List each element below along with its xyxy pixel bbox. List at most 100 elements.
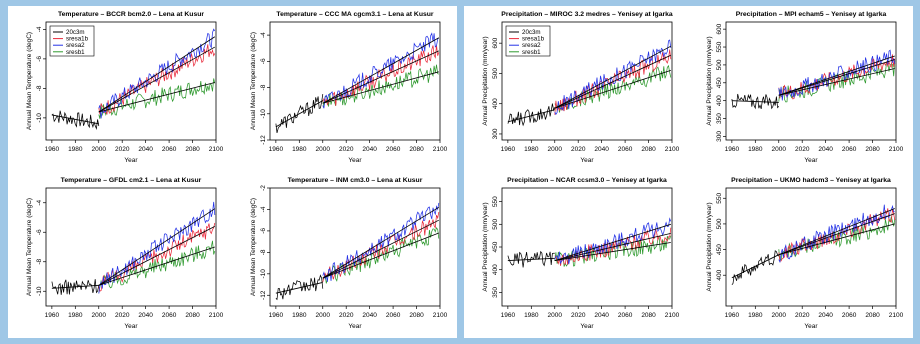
x-tick-label: 2020 <box>115 146 130 153</box>
x-tick-label: 2060 <box>386 312 401 319</box>
series-20c3m <box>275 274 324 301</box>
y-tick-label: 450 <box>492 241 499 252</box>
y-tick-label: 400 <box>716 95 723 106</box>
x-tick-label: 2080 <box>409 146 424 153</box>
x-tick-label: 1980 <box>68 312 83 319</box>
x-tick-label: 1960 <box>501 146 516 153</box>
chart-3: Temperature – GFDL cm2.1 – Lena at Kusur… <box>26 177 224 330</box>
x-tick-label: 2020 <box>795 146 810 153</box>
x-tick-label: 1960 <box>269 312 284 319</box>
x-tick-label: 2040 <box>362 146 377 153</box>
x-tick-label: 1980 <box>524 312 539 319</box>
trend-sresa2 <box>98 36 216 113</box>
trend-20c3m <box>51 114 99 125</box>
y-tick-label: 300 <box>716 131 723 142</box>
chart-5: Precipitation – MIROC 3.2 medres – Yenis… <box>482 11 680 164</box>
y-tick-label: -10 <box>36 113 43 123</box>
x-tick-label: 1980 <box>748 146 763 153</box>
x-tick-label: 1980 <box>68 146 83 153</box>
x-axis-label: Year <box>804 323 818 330</box>
plot-area <box>501 21 673 141</box>
x-tick-label: 2080 <box>865 146 880 153</box>
y-tick-label: -12 <box>260 135 267 145</box>
x-tick-label: 2040 <box>138 312 153 319</box>
y-tick-label: 450 <box>716 244 723 255</box>
y-tick-label: 500 <box>492 219 499 230</box>
series-20c3m <box>507 103 556 127</box>
y-tick-label: 350 <box>716 113 723 124</box>
x-tick-label: 2000 <box>92 146 107 153</box>
chart-title: Precipitation – UKMO hadcm3 – Yenisey at… <box>731 177 891 184</box>
x-axis-label: Year <box>580 157 594 164</box>
y-tick-label: -4 <box>260 32 267 38</box>
series-20c3m <box>51 279 100 295</box>
trend-sresa2 <box>554 223 671 261</box>
x-tick-label: 2060 <box>618 146 633 153</box>
x-tick-label: 1980 <box>524 146 539 153</box>
series-sresa2 <box>98 28 216 119</box>
x-tick-label: 2040 <box>594 146 609 153</box>
series-sresa2 <box>322 32 440 109</box>
x-axis-label: Year <box>348 157 362 164</box>
series-20c3m <box>507 250 555 268</box>
trend-sresa2 <box>778 208 895 256</box>
x-axis-label: Year <box>804 157 818 164</box>
x-tick-label: 1980 <box>292 312 307 319</box>
x-axis-label: Year <box>580 323 594 330</box>
trend-sresa2 <box>98 208 216 286</box>
x-tick-label: 2000 <box>92 312 107 319</box>
x-tick-label: 2020 <box>115 312 130 319</box>
trend-sresa1b <box>778 59 895 96</box>
chart-title: Precipitation – MPI echam5 – Yenisey at … <box>736 11 887 18</box>
series-sresa2 <box>554 217 672 265</box>
y-tick-label: -4 <box>260 206 267 212</box>
x-tick-label: 2040 <box>818 146 833 153</box>
legend-label: sresb1 <box>66 49 85 56</box>
y-tick-label: -8 <box>260 84 267 90</box>
trend-20c3m <box>507 109 555 123</box>
precipitation-panel: Precipitation – MIROC 3.2 medres – Yenis… <box>464 6 913 338</box>
plot-area <box>45 21 217 141</box>
y-tick-label: -6 <box>36 229 43 235</box>
y-tick-label: 550 <box>492 196 499 207</box>
series-sresb1 <box>98 78 216 119</box>
y-tick-label: -8 <box>260 249 267 255</box>
y-axis-label: Annual Precipitation (mm/year) <box>482 202 489 291</box>
chart-8: Precipitation – UKMO hadcm3 – Yenisey at… <box>706 177 904 330</box>
plot-area <box>269 21 441 141</box>
plot-area <box>45 187 217 307</box>
trend-20c3m <box>507 257 555 262</box>
trend-sresb1 <box>778 68 895 96</box>
series-sresb1 <box>778 216 896 262</box>
chart-7: Precipitation – NCAR ccsm3.0 – Yenisey a… <box>482 177 680 330</box>
y-tick-label: 300 <box>492 128 499 139</box>
chart-title: Temperature – CCC MA cgcm3.1 – Lena at K… <box>276 11 433 18</box>
x-tick-label: 2020 <box>339 146 354 153</box>
plot-area <box>725 21 897 141</box>
x-tick-label: 2000 <box>316 312 331 319</box>
x-tick-label: 2040 <box>818 312 833 319</box>
y-axis-label: Annual Precipitation (mm/year) <box>482 36 489 125</box>
precipitation-charts: Precipitation – MIROC 3.2 medres – Yenis… <box>482 11 904 330</box>
y-tick-label: -10 <box>260 109 267 119</box>
x-tick-label: 2000 <box>772 312 787 319</box>
x-tick-label: 2000 <box>548 146 563 153</box>
x-tick-label: 2000 <box>316 146 331 153</box>
x-tick-label: 2100 <box>209 312 224 319</box>
x-tick-label: 2020 <box>795 312 810 319</box>
x-tick-label: 2080 <box>641 312 656 319</box>
legend-label: 20c3m <box>522 29 541 36</box>
y-tick-label: -8 <box>36 85 43 91</box>
x-tick-label: 2080 <box>865 312 880 319</box>
x-tick-label: 2020 <box>339 312 354 319</box>
y-tick-label: -4 <box>36 199 43 205</box>
x-tick-label: 2100 <box>889 146 904 153</box>
trend-sresb1 <box>322 232 439 279</box>
trend-20c3m <box>51 284 99 289</box>
x-tick-label: 1960 <box>501 312 516 319</box>
y-tick-label: 550 <box>716 192 723 203</box>
chart-title: Precipitation – NCAR ccsm3.0 – Yenisey a… <box>507 177 667 184</box>
series-sresb1 <box>322 64 439 108</box>
x-tick-label: 2080 <box>641 146 656 153</box>
